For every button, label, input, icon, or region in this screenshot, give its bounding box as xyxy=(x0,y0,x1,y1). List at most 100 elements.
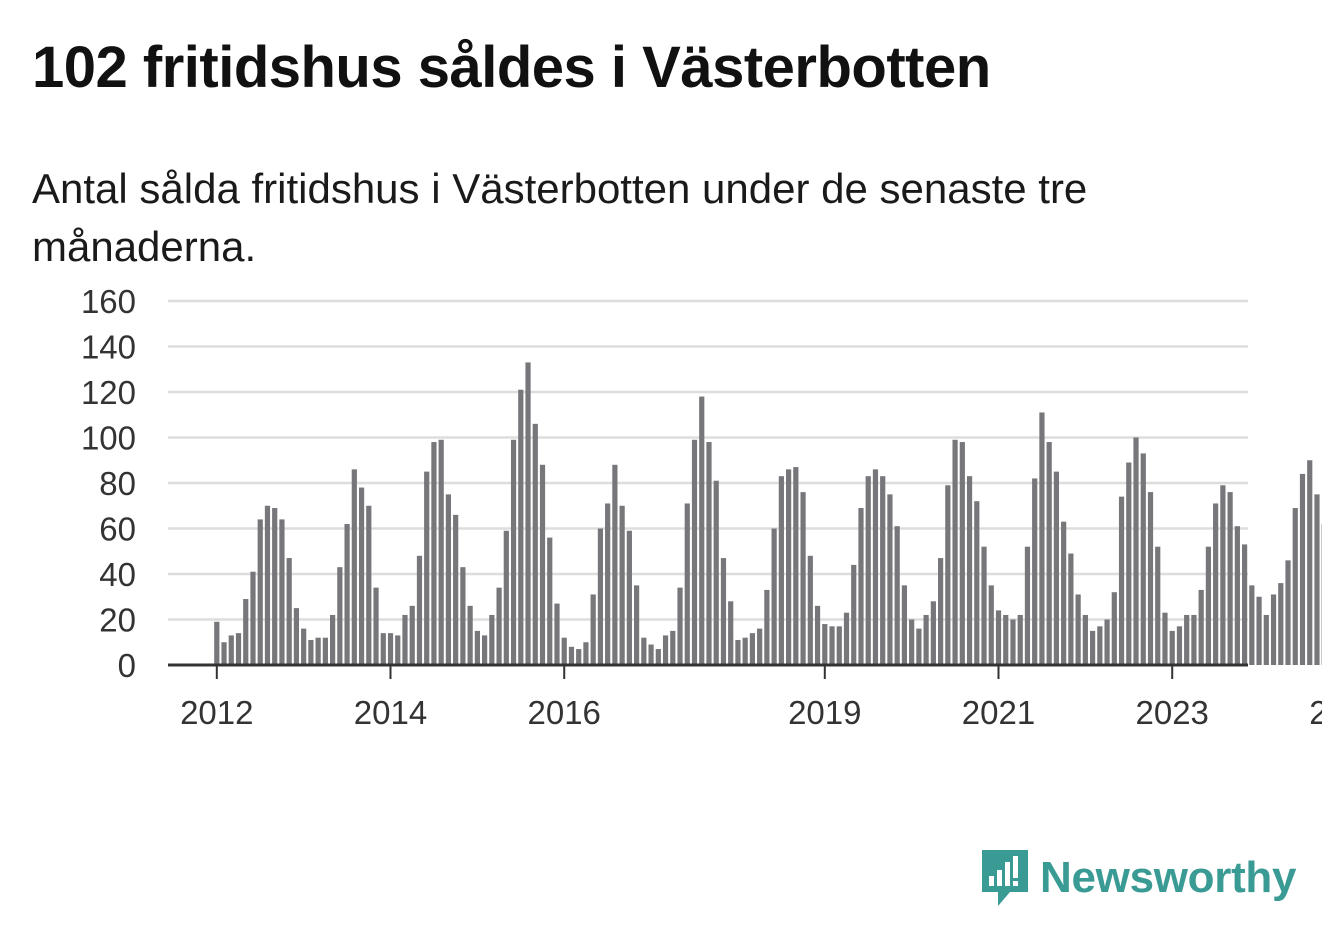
bar xyxy=(1003,614,1009,665)
x-tick-label: 2012 xyxy=(180,694,253,731)
bar xyxy=(793,467,799,665)
bar xyxy=(467,605,473,665)
bar xyxy=(1075,594,1081,665)
bar xyxy=(1010,619,1016,665)
bar xyxy=(1198,589,1204,665)
bar xyxy=(720,558,727,665)
bar xyxy=(228,635,234,665)
bar xyxy=(634,585,640,665)
bar xyxy=(1227,492,1233,665)
bar xyxy=(901,585,908,665)
bar xyxy=(930,601,936,665)
bar xyxy=(1234,526,1240,665)
bar xyxy=(909,619,915,665)
bar xyxy=(402,614,408,665)
chart-subtitle: Antal sålda fritidshus i Västerbotten un… xyxy=(32,165,1088,270)
bar xyxy=(952,439,958,665)
bar xyxy=(691,439,698,665)
bar xyxy=(764,589,770,665)
bar xyxy=(1205,546,1212,665)
bar xyxy=(561,637,567,665)
bar xyxy=(489,614,495,665)
bar xyxy=(648,644,654,665)
bar xyxy=(373,587,379,665)
y-tick-label: 20 xyxy=(99,602,136,639)
bar xyxy=(662,635,669,665)
bar xyxy=(1220,485,1226,665)
x-tick-label: 2021 xyxy=(962,694,1035,731)
bar xyxy=(221,642,227,665)
bar xyxy=(474,630,480,665)
bar xyxy=(1097,626,1103,665)
bar xyxy=(380,633,386,665)
bar xyxy=(829,626,835,665)
bar xyxy=(395,635,401,665)
bar xyxy=(482,635,488,665)
bar xyxy=(301,628,307,665)
bar xyxy=(243,599,249,665)
bar xyxy=(1256,596,1262,665)
bar xyxy=(670,630,676,665)
bar xyxy=(1089,630,1096,665)
bar xyxy=(1249,585,1255,665)
bar xyxy=(322,637,328,665)
bar xyxy=(872,469,879,665)
bar xyxy=(366,505,372,665)
bar xyxy=(1263,614,1269,665)
bar xyxy=(858,508,864,665)
bar xyxy=(1155,546,1161,665)
bar xyxy=(1285,560,1291,665)
bar xyxy=(1024,546,1031,665)
bar xyxy=(510,439,517,665)
bar xyxy=(880,476,886,665)
bar xyxy=(503,530,509,665)
bar xyxy=(923,614,929,665)
bar xyxy=(1053,471,1060,665)
bar xyxy=(684,503,690,665)
bar xyxy=(445,494,452,665)
bar xyxy=(851,564,857,665)
bar xyxy=(293,608,300,665)
bar xyxy=(786,469,792,665)
bar xyxy=(583,642,589,665)
x-tick-label: 2025 xyxy=(1309,694,1322,731)
bar xyxy=(518,389,524,665)
bar xyxy=(330,614,336,665)
bar xyxy=(800,492,806,665)
bar xyxy=(1307,460,1313,665)
bar xyxy=(641,637,647,665)
bar xyxy=(655,649,661,665)
bar xyxy=(713,480,719,665)
bar xyxy=(728,601,734,665)
bar xyxy=(865,476,871,665)
y-tick-label: 140 xyxy=(81,329,136,366)
bar xyxy=(264,505,271,665)
bar xyxy=(286,558,292,665)
bar xyxy=(757,628,763,665)
bar xyxy=(460,567,466,665)
chart-title: 102 fritidshus såldes i Västerbotten xyxy=(32,35,991,100)
x-tick-label: 2016 xyxy=(528,694,601,731)
bar xyxy=(1162,612,1168,665)
bar xyxy=(525,362,531,665)
x-tick-label: 2019 xyxy=(788,694,861,731)
bar xyxy=(1046,442,1052,665)
bar xyxy=(1032,478,1038,665)
bar xyxy=(308,639,314,665)
bar xyxy=(699,396,705,665)
y-tick-label: 80 xyxy=(99,465,136,502)
bar xyxy=(453,514,459,665)
bar xyxy=(887,494,893,665)
bar xyxy=(916,628,922,665)
bar xyxy=(438,439,444,665)
bar xyxy=(315,637,321,665)
bar xyxy=(626,530,632,665)
bar xyxy=(1278,583,1284,665)
y-tick-label: 0 xyxy=(118,647,136,684)
bar xyxy=(409,605,415,665)
bar xyxy=(938,558,944,665)
bar xyxy=(235,633,242,665)
bar xyxy=(706,442,712,665)
bar xyxy=(822,624,828,665)
y-tick-label: 60 xyxy=(99,511,136,548)
